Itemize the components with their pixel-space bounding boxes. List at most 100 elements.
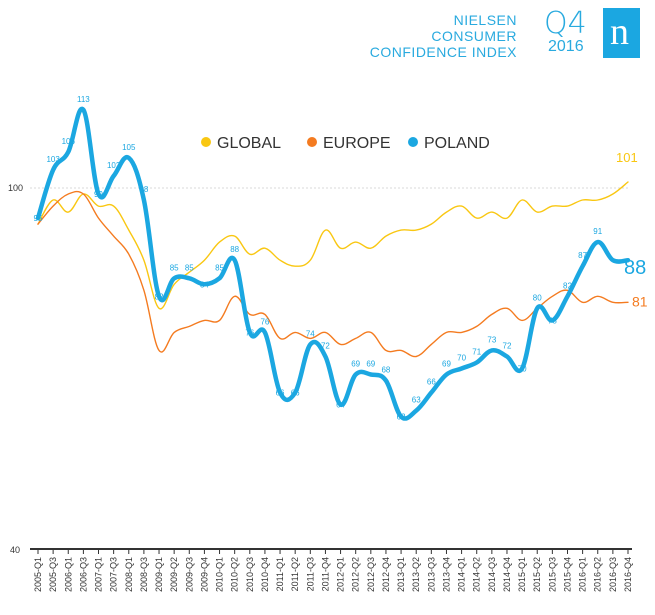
poland-point-label: 103 bbox=[46, 155, 60, 164]
poland-point-label: 91 bbox=[593, 227, 602, 236]
poland-point-label: 63 bbox=[412, 396, 421, 405]
x-tick-label: 2016-Q2 bbox=[593, 557, 603, 592]
x-axis-labels: 2005-Q1 2005-Q3 2006-Q1 2006-Q3 2007-Q1 2007-… bbox=[33, 557, 633, 592]
x-tick-label: 2005-Q1 bbox=[33, 557, 43, 592]
x-tick-label: 2008-Q1 bbox=[124, 557, 134, 592]
legend-marker-poland bbox=[408, 137, 418, 147]
poland-point-label: 69 bbox=[366, 360, 375, 369]
x-tick-label: 2015-Q2 bbox=[532, 557, 542, 592]
poland-point-label: 99 bbox=[94, 190, 103, 199]
poland-point-label: 74 bbox=[306, 329, 315, 338]
poland-point-label: 84 bbox=[200, 280, 209, 289]
x-tick-label: 2008-Q3 bbox=[139, 557, 149, 592]
series-line-global bbox=[37, 181, 629, 310]
poland-point-label: 73 bbox=[487, 335, 496, 344]
x-tick-label: 2015-Q1 bbox=[517, 557, 527, 592]
x-tick-label: 2016-Q4 bbox=[623, 557, 633, 592]
poland-point-label: 80 bbox=[533, 293, 542, 302]
x-tick-label: 2013-Q3 bbox=[426, 557, 436, 592]
x-tick-label: 2014-Q2 bbox=[472, 557, 482, 592]
x-tick-label: 2006-Q3 bbox=[78, 557, 88, 592]
poland-point-label: 78 bbox=[548, 316, 557, 325]
end-label-europe: 81 bbox=[632, 293, 648, 309]
poland-point-label: 66 bbox=[427, 378, 436, 387]
poland-point-label: 106 bbox=[62, 137, 76, 146]
poland-point-label: 95 bbox=[34, 214, 43, 223]
poland-point-label: 70 bbox=[457, 354, 466, 363]
x-tick-label: 2010-Q1 bbox=[215, 557, 225, 592]
poland-point-label: 88 bbox=[230, 245, 239, 254]
x-tick-label: 2012-Q3 bbox=[366, 557, 376, 592]
x-tick-label: 2005-Q3 bbox=[48, 557, 58, 592]
end-labels: 101 81 88 bbox=[616, 150, 648, 309]
poland-point-label: 87 bbox=[578, 251, 587, 260]
x-tick-label: 2011-Q4 bbox=[320, 557, 330, 591]
x-tick-label: 2012-Q2 bbox=[351, 557, 361, 592]
x-tick-label: 2015-Q4 bbox=[562, 557, 572, 592]
legend: GLOBAL EUROPE POLAND bbox=[201, 135, 490, 152]
x-tick-label: 2015-Q3 bbox=[547, 557, 557, 592]
header-year: 2016 bbox=[548, 38, 584, 55]
x-tick-label: 2016-Q1 bbox=[578, 557, 588, 592]
y-tick-label-100: 100 bbox=[8, 183, 23, 193]
x-tick-label: 2011-Q3 bbox=[305, 557, 315, 591]
poland-point-label: 66 bbox=[276, 389, 285, 398]
x-tick-label: 2010-Q3 bbox=[245, 557, 255, 592]
logo-letter: n bbox=[610, 11, 629, 53]
x-axis-ticks bbox=[37, 549, 629, 554]
legend-label-global: GLOBAL bbox=[217, 135, 281, 152]
poland-point-label: 64 bbox=[336, 401, 345, 410]
x-tick-label: 2014-Q1 bbox=[457, 557, 467, 592]
poland-point-label: 82 bbox=[563, 281, 572, 290]
poland-point-label: 69 bbox=[351, 360, 360, 369]
x-tick-label: 2010-Q2 bbox=[230, 557, 240, 592]
end-label-poland: 88 bbox=[624, 257, 646, 279]
poland-point-label: 113 bbox=[77, 95, 90, 104]
poland-point-label: 98 bbox=[139, 185, 148, 194]
poland-point-label: 70 bbox=[518, 365, 527, 374]
poland-point-label: 68 bbox=[381, 366, 390, 375]
series-line-europe bbox=[37, 190, 629, 358]
nielsen-logo: n bbox=[603, 8, 640, 58]
poland-point-label: 85 bbox=[170, 263, 179, 272]
x-tick-label: 2009-Q4 bbox=[199, 557, 209, 592]
x-tick-label: 2011-Q1 bbox=[275, 557, 285, 591]
x-tick-label: 2007-Q1 bbox=[94, 557, 104, 592]
poland-point-label: 66 bbox=[291, 389, 300, 398]
x-tick-label: 2014-Q3 bbox=[487, 557, 497, 592]
x-tick-label: 2009-Q1 bbox=[154, 557, 164, 592]
series-line-poland bbox=[35, 106, 631, 421]
poland-point-label: 82 bbox=[155, 292, 164, 301]
header-nielsen: NIELSEN bbox=[453, 12, 517, 28]
x-tick-label: 2007-Q3 bbox=[109, 557, 119, 592]
poland-point-label: 105 bbox=[122, 143, 136, 152]
poland-point-label: 76 bbox=[245, 328, 254, 337]
poland-point-label: 85 bbox=[215, 263, 224, 272]
legend-marker-europe bbox=[307, 137, 317, 147]
x-tick-label: 2011-Q2 bbox=[290, 557, 300, 591]
x-tick-label: 2012-Q4 bbox=[381, 557, 391, 592]
header-consumer: CONSUMER bbox=[431, 28, 517, 44]
end-label-global: 101 bbox=[616, 150, 638, 165]
x-tick-label: 2009-Q3 bbox=[184, 557, 194, 592]
poland-point-label: 102 bbox=[107, 161, 121, 170]
x-tick-label: 2016-Q3 bbox=[608, 557, 618, 592]
header-confidence-index: CONFIDENCE INDEX bbox=[369, 44, 517, 60]
legend-label-europe: EUROPE bbox=[323, 135, 391, 152]
series-lines bbox=[35, 106, 631, 421]
x-tick-label: 2009-Q2 bbox=[169, 557, 179, 592]
poland-point-label: 71 bbox=[472, 347, 481, 356]
legend-label-poland: POLAND bbox=[424, 135, 490, 152]
poland-point-label: 69 bbox=[442, 360, 451, 369]
x-tick-label: 2012-Q1 bbox=[336, 557, 346, 592]
poland-point-label: 62 bbox=[397, 413, 406, 422]
x-tick-label: 2010-Q4 bbox=[260, 557, 270, 592]
legend-marker-global bbox=[201, 137, 211, 147]
poland-point-label: 72 bbox=[321, 341, 330, 350]
x-tick-label: 2014-Q4 bbox=[502, 557, 512, 592]
header-quarter: Q4 bbox=[544, 6, 587, 41]
y-tick-label-40: 40 bbox=[10, 545, 20, 555]
poland-point-label: 72 bbox=[503, 341, 512, 350]
x-tick-label: 2013-Q1 bbox=[396, 557, 406, 592]
